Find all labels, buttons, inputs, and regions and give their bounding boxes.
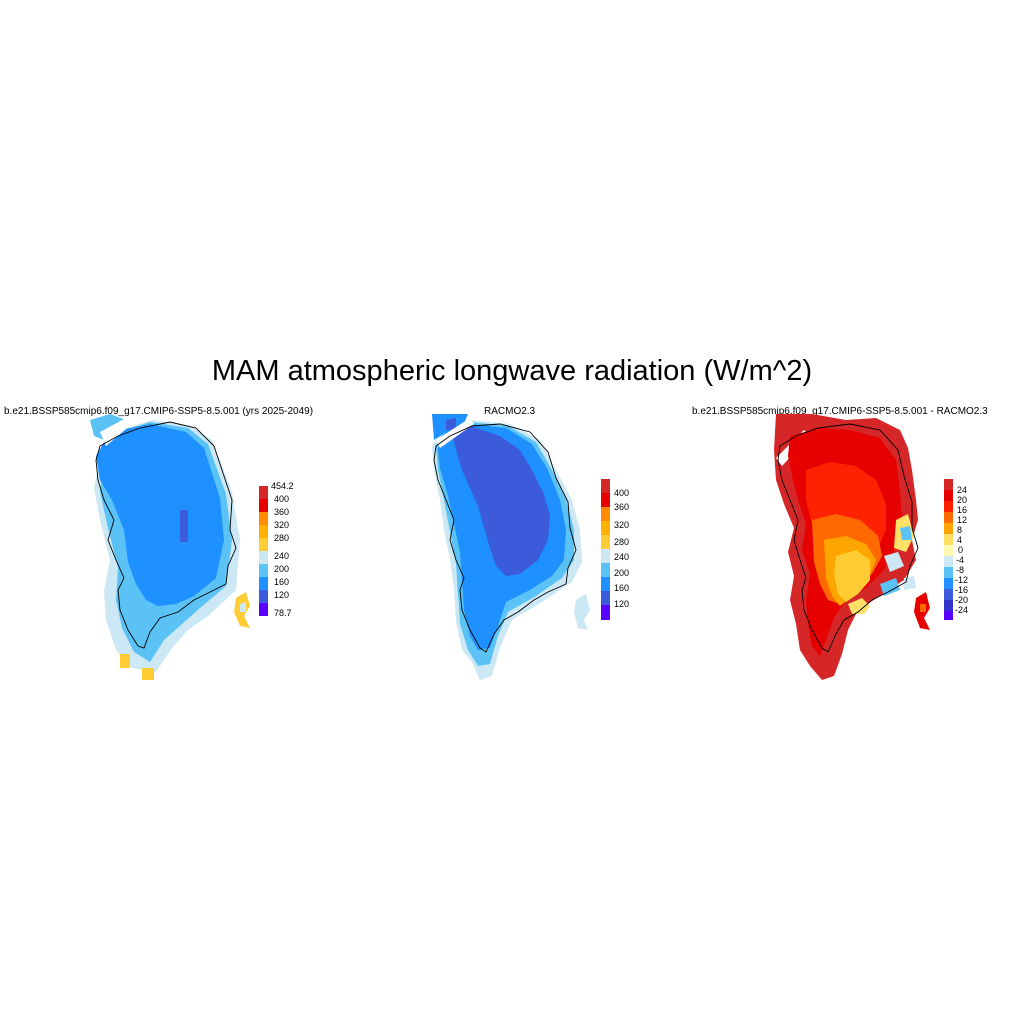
panel-3-pale-yellow-patch — [848, 598, 870, 614]
panel-1-coastline — [95, 421, 237, 649]
panel-1-minimum-patch — [180, 510, 188, 542]
panel-3-title: b.e21.BSSP585cmip6.f09_g17.CMIP6-SSP5-8.… — [692, 406, 988, 417]
panel-3-yellow-core — [834, 550, 870, 602]
panel-3-east-blue-d — [904, 576, 916, 590]
panel-2-map: 400 360 320 280 240 200 160 120 — [432, 414, 629, 680]
panel-1-south-patch-b — [142, 668, 154, 680]
colorbar-tick-label: -8 — [956, 565, 964, 575]
panel-3-east-blue-a — [900, 526, 912, 540]
colorbar-tick-label: 400 — [274, 494, 289, 504]
colorbar-tick-label: 20 — [957, 495, 967, 505]
colorbar-tick-label: 320 — [614, 520, 629, 530]
colorbar-tick-label: 12 — [957, 515, 967, 525]
panel-3-east-patch-inner — [920, 604, 926, 612]
colorbar-tick-label: -4 — [956, 555, 964, 565]
colorbar-tick-label: 360 — [274, 507, 289, 517]
panel-3-nw-patch — [776, 414, 812, 444]
colorbar-tick-label: -24 — [955, 605, 968, 615]
colorbar-tick-label: 320 — [274, 520, 289, 530]
colorbar-tick-label: 0 — [958, 545, 963, 555]
panel-3-map: 24 20 16 12 8 4 0 -4 -8 -12 -16 -20 -24 — [774, 414, 968, 680]
colorbar-tick-label: 280 — [614, 537, 629, 547]
panel-1-south-patch-a — [120, 654, 130, 668]
panel-1-core — [96, 424, 224, 606]
panel-3-east-blue-b — [884, 552, 904, 572]
colorbar-tick-label: 120 — [614, 599, 629, 609]
panel-2-colorbar: 400 360 320 280 240 200 160 120 — [601, 479, 629, 620]
panel-2-plateau — [452, 426, 550, 576]
colorbar-tick-label: 280 — [274, 533, 289, 543]
colorbar-tick-label: 360 — [614, 502, 629, 512]
colorbar-tick-label: 200 — [274, 564, 289, 574]
colorbar-tick-label: 240 — [274, 551, 289, 561]
panel-2-title: RACMO2.3 — [484, 406, 536, 417]
panel-1-title: b.e21.BSSP585cmip6.f09_g17.CMIP6-SSP5-8.… — [4, 406, 314, 417]
colorbar-tick-label: 120 — [274, 590, 289, 600]
figure-title: MAM atmospheric longwave radiation (W/m^… — [211, 355, 813, 387]
panel-2-nw-inner — [446, 418, 456, 430]
panel-2-nw-gap — [436, 418, 474, 448]
panel-1-nw-gap — [100, 418, 132, 446]
panel-1-colorbar: 454.2 400 360 320 280 240 200 160 120 78… — [259, 481, 294, 618]
colorbar-tick-label: 200 — [614, 568, 629, 578]
panel-3-east-blue-c — [880, 578, 900, 596]
colorbar-tick-label: 4 — [957, 535, 962, 545]
panel-1-map: 454.2 400 360 320 280 240 200 160 120 78… — [90, 414, 294, 680]
colorbar-tick-label: -12 — [955, 575, 968, 585]
colorbar-tick-label: 24 — [957, 485, 967, 495]
panel-1-east-patch-inner — [240, 602, 246, 612]
colorbar-tick-label: 454.2 — [271, 481, 294, 491]
panel-3-colorbar: 24 20 16 12 8 4 0 -4 -8 -12 -16 -20 -24 — [944, 479, 968, 620]
panel-2-east-patch — [574, 594, 590, 630]
colorbar-tick-label: 160 — [274, 577, 289, 587]
colorbar-tick-label: 8 — [957, 525, 962, 535]
colorbar-tick-label: 78.7 — [274, 608, 292, 618]
colorbar-tick-label: 16 — [957, 505, 967, 515]
colorbar-tick-label: 400 — [614, 488, 629, 498]
colorbar-tick-label: -20 — [955, 595, 968, 605]
colorbar-tick-label: -16 — [955, 585, 968, 595]
colorbar-tick-label: 160 — [614, 583, 629, 593]
colorbar-tick-label: 240 — [614, 552, 629, 562]
panel-3-coastline — [777, 423, 919, 653]
panel-2-coastline — [433, 423, 577, 653]
